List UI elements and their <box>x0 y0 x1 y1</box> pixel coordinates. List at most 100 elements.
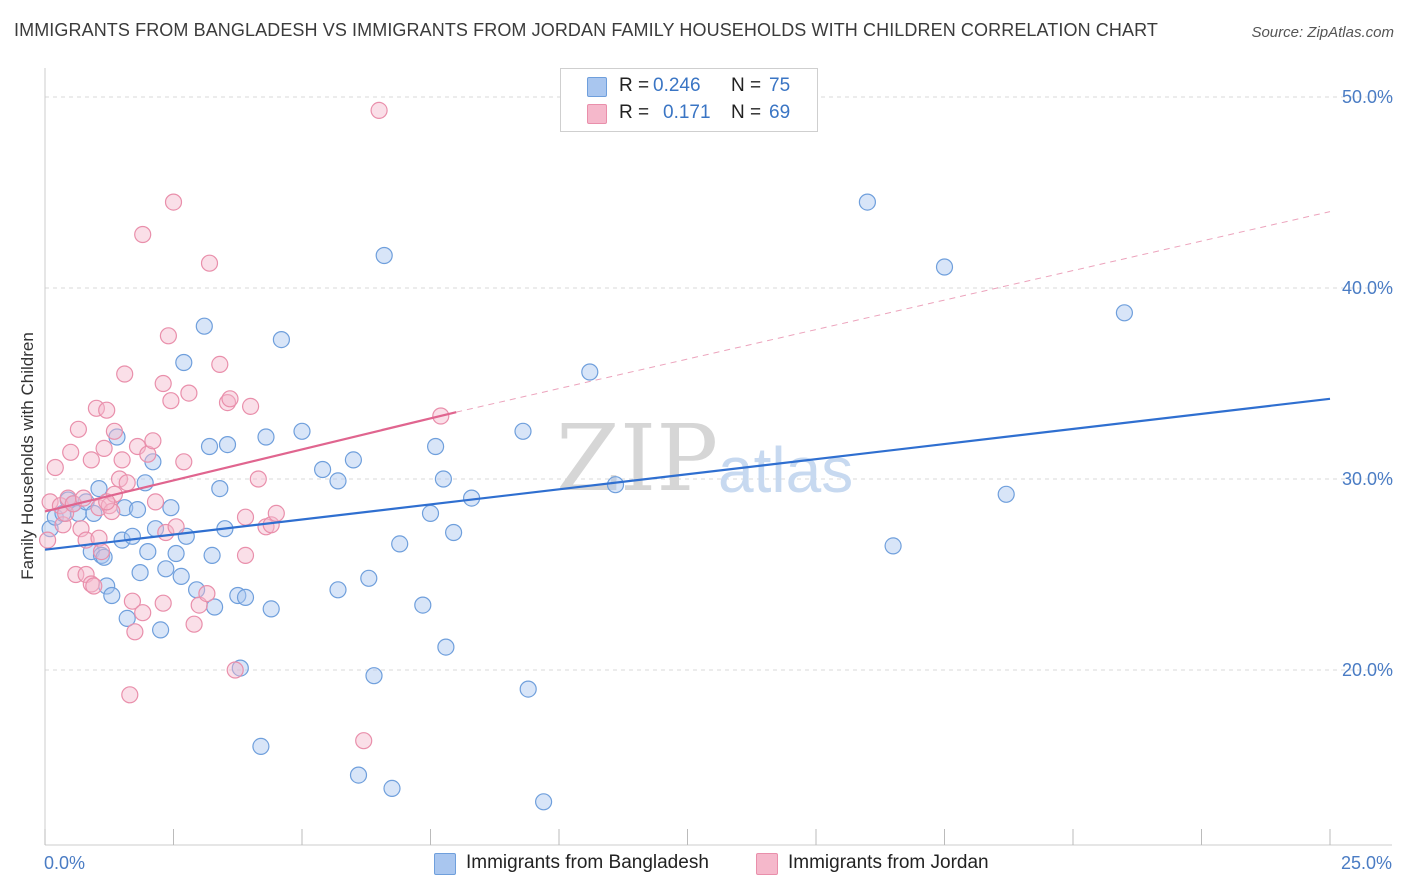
data-point-bangladesh <box>293 422 311 440</box>
data-point-bangladesh <box>434 470 452 488</box>
data-point-bangladesh <box>365 667 383 685</box>
bottom-legend-swatch-jordan <box>756 853 778 875</box>
data-point-bangladesh <box>534 793 553 811</box>
data-point-bangladesh <box>360 569 378 587</box>
x-tick-label: 0.0% <box>44 853 85 873</box>
data-point-bangladesh <box>172 567 190 586</box>
data-point-jordan <box>62 443 80 461</box>
data-point-jordan <box>185 615 203 633</box>
legend-r-value-bangladesh: 0.246 <box>653 75 701 96</box>
data-point-bangladesh <box>252 737 270 756</box>
legend-n-label: N = <box>731 102 762 123</box>
data-point-jordan <box>242 397 260 415</box>
data-point-bangladesh <box>200 437 219 456</box>
source-credit: Source: ZipAtlas.com <box>1251 24 1394 41</box>
data-point-bangladesh <box>175 353 193 372</box>
data-point-jordan <box>126 623 144 641</box>
data-point-bangladesh <box>167 544 185 563</box>
data-point-bangladesh <box>414 596 432 614</box>
tick-labels: 20.0% 30.0% 40.0% 50.0% 0.0% 25.0% <box>44 87 1393 873</box>
data-point-bangladesh <box>514 422 532 440</box>
data-point-jordan <box>167 518 185 536</box>
data-point-bangladesh <box>437 638 455 656</box>
data-point-bangladesh <box>935 258 954 276</box>
data-point-jordan <box>98 401 116 419</box>
data-point-jordan <box>116 365 134 383</box>
data-point-bangladesh <box>581 363 599 381</box>
trend-line-extension-jordan <box>456 211 1331 413</box>
watermark-atlas: atlas <box>718 434 853 506</box>
watermark-zip: ZIP <box>556 405 718 512</box>
bottom-legend-label-bangladesh: Immigrants from Bangladesh <box>466 852 709 873</box>
data-point-jordan <box>164 193 183 211</box>
data-point-bangladesh <box>162 499 180 517</box>
trend-line-bangladesh <box>44 397 1331 551</box>
data-point-jordan <box>95 439 113 457</box>
data-point-jordan <box>355 732 373 750</box>
y-tick-label: 30.0% <box>1342 469 1393 489</box>
data-point-jordan <box>267 504 285 523</box>
data-point-jordan <box>69 420 88 438</box>
data-point-bangladesh <box>257 428 275 446</box>
data-point-jordan <box>154 374 172 393</box>
data-point-jordan <box>211 355 229 373</box>
data-point-bangladesh <box>123 527 141 545</box>
watermark: ZIP atlas <box>556 405 853 512</box>
data-point-jordan <box>221 390 239 408</box>
data-point-bangladesh <box>314 460 332 479</box>
data-point-bangladesh <box>92 546 111 565</box>
data-point-jordan <box>38 531 57 549</box>
data-point-jordan <box>226 661 244 679</box>
data-point-jordan <box>134 604 152 622</box>
data-point-bangladesh <box>157 560 175 578</box>
y-tick-label: 40.0% <box>1342 278 1393 298</box>
legend-r-value-jordan: 0.171 <box>663 102 711 123</box>
axes <box>44 68 1392 846</box>
data-point-jordan <box>236 508 255 526</box>
data-point-bangladesh <box>118 609 136 628</box>
data-point-bangladesh <box>103 586 121 605</box>
data-point-bangladesh <box>349 766 368 784</box>
data-point-bangladesh <box>344 451 362 469</box>
data-point-jordan <box>105 422 124 440</box>
data-point-bangladesh <box>152 621 170 639</box>
data-point-bangladesh <box>236 588 255 607</box>
legend-r-label: R = <box>619 75 650 96</box>
data-point-bangladesh <box>606 476 625 494</box>
data-point-jordan <box>87 399 106 417</box>
legend-swatch-jordan <box>587 104 607 124</box>
data-point-jordan <box>159 327 177 345</box>
gridlines <box>45 96 1392 671</box>
data-point-bangladesh <box>218 436 237 454</box>
data-point-jordan <box>123 592 141 610</box>
data-point-jordan <box>370 101 388 120</box>
bottom-legend-swatch-bangladesh <box>434 853 456 875</box>
data-point-jordan <box>146 493 165 511</box>
trend-line-jordan <box>44 411 457 513</box>
data-point-bangladesh <box>445 523 463 542</box>
data-point-bangladesh <box>131 563 149 582</box>
data-point-jordan <box>180 384 198 402</box>
data-point-jordan <box>154 594 172 612</box>
legend-n-value-bangladesh: 75 <box>769 75 791 96</box>
data-point-bangladesh <box>884 537 902 555</box>
chart-title: IMMIGRANTS FROM BANGLADESH VS IMMIGRANTS… <box>14 20 1158 40</box>
data-point-bangladesh <box>195 317 213 335</box>
trend-lines <box>44 211 1331 551</box>
data-point-jordan <box>103 502 121 521</box>
data-point-jordan <box>46 458 64 477</box>
data-point-bangladesh <box>391 535 409 553</box>
data-point-jordan <box>144 432 162 450</box>
y-tick-label: 50.0% <box>1342 87 1393 107</box>
y-tick-label: 20.0% <box>1342 660 1393 680</box>
data-points <box>38 101 1134 811</box>
data-point-bangladesh <box>128 501 147 519</box>
x-tick-label: 25.0% <box>1341 853 1392 873</box>
data-point-jordan <box>162 392 180 410</box>
data-point-bangladesh <box>375 246 393 265</box>
data-point-jordan <box>92 542 111 561</box>
data-point-bangladesh <box>203 546 221 565</box>
data-point-bangladesh <box>519 680 537 698</box>
data-point-bangladesh <box>329 472 347 490</box>
